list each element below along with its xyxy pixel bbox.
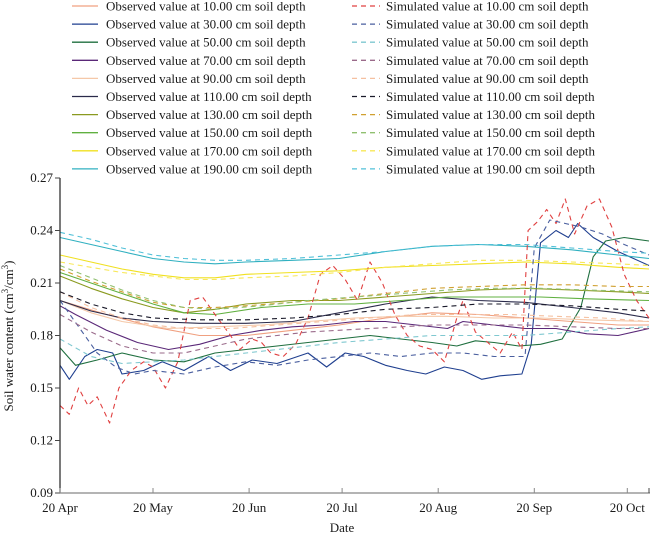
observed-series-30cm (59, 222, 650, 380)
simulated-series-110cm (59, 291, 650, 321)
legend-label: Simulated value at 130.00 cm soil depth (386, 107, 596, 122)
simulated-series-10cm (59, 198, 650, 424)
simulated-series-130cm (59, 268, 649, 309)
x-tick-label: 20 May (133, 500, 174, 515)
simulated-series-30cm (59, 219, 650, 375)
legend-label: Observed value at 90.00 cm soil depth (106, 71, 306, 86)
legend-label: Simulated value at 150.00 cm soil depth (386, 125, 596, 140)
x-tick-label: 20 Oct (610, 500, 645, 515)
x-tick-label: 20 Apr (42, 500, 78, 515)
observed-series-170cm (59, 254, 650, 279)
x-tick-label: 20 Aug (419, 500, 457, 515)
observed-series-110cm (59, 296, 650, 324)
y-tick-label: 0.21 (30, 275, 53, 290)
y-axis-title: Soil water content (cm3/cm3) (0, 261, 16, 412)
simulated-series-70cm (59, 314, 649, 354)
y-tick-label: 0.24 (30, 223, 53, 238)
observed-series-150cm (59, 271, 650, 316)
legend-label: Observed value at 70.00 cm soil depth (106, 53, 306, 68)
axes: 0.09 0.12 0.15 0.18 0.21 0.24 0.27 20 Apr 20 Ma… (0, 170, 650, 534)
observed-series-50cm (59, 236, 650, 366)
legend-label: Observed value at 130.00 cm soil depth (106, 107, 313, 122)
legend-label: Simulated value at 90.00 cm soil depth (386, 71, 589, 86)
y-tick-label: 0.15 (30, 380, 53, 395)
simulated-series-170cm (59, 259, 650, 281)
y-tick-label: 0.12 (30, 433, 53, 448)
observed-series-130cm (59, 275, 650, 314)
legend-label: Observed value at 50.00 cm soil depth (106, 35, 306, 50)
y-tick-label: 0.09 (30, 485, 53, 500)
legend-label: Observed value at 170.00 cm soil depth (106, 143, 313, 158)
legend-label: Observed value at 150.00 cm soil depth (106, 125, 313, 140)
legend-label: Simulated value at 10.00 cm soil depth (386, 0, 589, 14)
legend-label: Simulated value at 170.00 cm soil depth (386, 143, 596, 158)
observed-series-70cm (59, 305, 650, 351)
simulated-series-150cm (59, 264, 650, 310)
legend-label: Simulated value at 50.00 cm soil depth (386, 35, 589, 50)
legend-label: Simulated value at 110.00 cm soil depth (386, 89, 595, 104)
legend: Observed value at 10.00 cm soil depth Obs… (72, 0, 596, 176)
legend-label: Observed value at 10.00 cm soil depth (106, 0, 306, 14)
x-tick-label: 20 Jul (326, 500, 358, 515)
x-ticks: 20 Apr 20 May 20 Jun 20 Jul 20 Aug 20 Sep 20 O… (42, 488, 650, 515)
legend-label: Observed value at 110.00 cm soil depth (106, 89, 312, 104)
legend-label: Observed value at 190.00 cm soil depth (106, 161, 313, 176)
y-tick-label: 0.18 (30, 328, 53, 343)
legend-label: Simulated value at 190.00 cm soil depth (386, 161, 596, 176)
simulated-series-50cm (59, 326, 650, 365)
legend-label: Simulated value at 70.00 cm soil depth (386, 53, 589, 68)
y-ticks: 0.09 0.12 0.15 0.18 0.21 0.24 0.27 (30, 170, 60, 500)
x-axis-title: Date (330, 520, 355, 534)
plot-area (59, 198, 650, 424)
legend-label: Simulated value at 30.00 cm soil depth (386, 17, 589, 32)
x-tick-label: 20 Jun (232, 500, 267, 515)
observed-series-90cm (59, 299, 650, 330)
observed-series-190cm (59, 236, 650, 265)
legend-label: Observed value at 30.00 cm soil depth (106, 17, 306, 32)
y-tick-label: 0.27 (30, 170, 53, 185)
simulated-series-90cm (59, 291, 650, 330)
x-tick-label: 20 Sep (516, 500, 552, 515)
